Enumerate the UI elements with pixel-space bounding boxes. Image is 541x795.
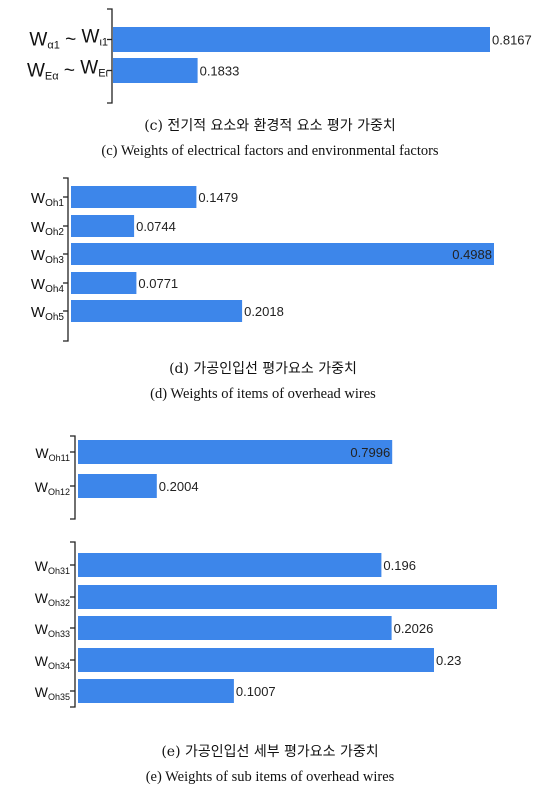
chart-e1-category-label: WOh11 xyxy=(35,445,70,463)
category-base: W xyxy=(31,247,46,264)
category-base: W xyxy=(31,304,46,321)
chart-d-value-label: 0.0744 xyxy=(136,219,176,234)
chart-d-category-label: WOh1 xyxy=(31,190,65,209)
chart-e1-category-label: WOh12 xyxy=(35,479,70,497)
category-base: ~ xyxy=(60,30,82,51)
category-base: W xyxy=(31,190,46,207)
category-subscript: Oh5 xyxy=(45,312,64,323)
category-subscript: Oh34 xyxy=(48,661,70,671)
category-subscript: Oh12 xyxy=(48,487,70,497)
chart-d-value-label: 0.0771 xyxy=(138,276,178,291)
chart-d-value-label: 0.1479 xyxy=(198,190,238,205)
chart-e2-bar xyxy=(78,585,497,609)
chart-e2-axis xyxy=(70,541,76,708)
category-base: W xyxy=(35,590,49,606)
chart-e2-bar xyxy=(78,616,392,640)
chart-e1-bar xyxy=(78,440,393,464)
category-subscript: Eα xyxy=(45,71,59,83)
category-base: W xyxy=(31,219,46,236)
chart-c-axis xyxy=(107,8,113,104)
chart-e1-bar xyxy=(78,474,157,498)
chart-e2-category-label: WOh35 xyxy=(35,684,70,702)
chart-c-bar xyxy=(113,27,490,52)
chart-d-overhead-wire-items: 0.1479WOh10.0744WOh20.4988WOh30.0771WOh4… xyxy=(31,177,494,342)
category-subscript: Oh1 xyxy=(45,198,64,209)
category-base: W xyxy=(29,30,47,51)
chart-d-axis xyxy=(63,177,69,342)
chart-e2-category-label: WOh31 xyxy=(35,558,70,576)
chart-e2-value-label: 0.1007 xyxy=(236,684,276,699)
chart-d-category-label: WOh5 xyxy=(31,304,65,323)
chart-e2-category-label: WOh33 xyxy=(35,621,70,639)
category-base: W xyxy=(35,445,49,461)
chart-d-category-label: WOh2 xyxy=(31,219,65,238)
chart-e2-bar xyxy=(78,679,234,703)
category-subscript: Oh2 xyxy=(45,227,64,238)
category-base: W xyxy=(35,558,49,574)
chart-d-category-label: WOh3 xyxy=(31,247,65,266)
category-subscript: Oh4 xyxy=(45,284,64,295)
chart-c-value-label: 0.8167 xyxy=(492,33,532,48)
category-base: W xyxy=(27,61,45,82)
chart-d-bar xyxy=(71,215,135,237)
category-subscript: Oh33 xyxy=(48,629,70,639)
category-subscript: ι1 xyxy=(99,37,108,49)
category-subscript: α1 xyxy=(47,40,59,52)
chart-e1-value-label: 0.2004 xyxy=(159,479,199,494)
chart-c-category-label: WEα ~ WEι xyxy=(27,58,109,83)
category-base: W xyxy=(35,684,49,700)
category-subscript: Oh3 xyxy=(45,255,64,266)
chart-d-bar xyxy=(71,243,494,265)
category-base: W xyxy=(35,479,49,495)
chart-d-bar xyxy=(71,272,137,294)
chart-e1-axis xyxy=(70,435,76,520)
caption-d-korean: (d) 가공인입선 평가요소 가중치 xyxy=(169,361,357,377)
chart-e2-bar xyxy=(78,648,434,672)
chart-d-category-label: WOh4 xyxy=(31,276,65,295)
caption-e-english: (e) Weights of sub items of overhead wir… xyxy=(146,769,395,785)
caption-c-english: (c) Weights of electrical factors and en… xyxy=(101,143,439,159)
category-subscript: Oh31 xyxy=(48,566,70,576)
chart-d-value-label: 0.2018 xyxy=(244,304,284,319)
chart-d-bar xyxy=(71,300,243,322)
category-base: W xyxy=(35,653,49,669)
chart-e2-value-label: 0.196 xyxy=(383,558,416,573)
chart-e2-category-label: WOh32 xyxy=(35,590,70,608)
chart-e2-category-label: WOh34 xyxy=(35,653,70,671)
category-base: W xyxy=(82,27,100,48)
chart-c-bar xyxy=(113,58,198,83)
chart-c-category-label: Wα1 ~ Wι1 xyxy=(29,27,108,52)
chart-d-bar xyxy=(71,186,197,208)
category-subscript: Oh35 xyxy=(48,692,70,702)
chart-e1-value-label: 0.7996 xyxy=(350,445,390,460)
chart-c-value-label: 0.1833 xyxy=(200,64,240,79)
category-subscript: Eι xyxy=(98,68,108,80)
category-base: W xyxy=(80,58,98,79)
chart-e2-bar xyxy=(78,553,382,577)
category-subscript: Oh11 xyxy=(49,453,70,463)
category-subscript: Oh32 xyxy=(48,598,70,608)
category-base: W xyxy=(35,621,49,637)
category-base: W xyxy=(31,276,46,293)
chart-e2-value-label: 0.23 xyxy=(436,653,461,668)
category-base: ~ xyxy=(59,61,81,82)
chart-d-value-label: 0.4988 xyxy=(452,247,492,262)
chart-e-lower-sub-items: 0.196WOh31WOh320.2026WOh330.23WOh340.100… xyxy=(35,541,497,708)
caption-c-korean: (c) 전기적 요소와 환경적 요소 평가 가중치 xyxy=(144,118,396,134)
caption-e-korean: (e) 가공인입선 세부 평가요소 가중치 xyxy=(161,744,378,760)
caption-d-english: (d) Weights of items of overhead wires xyxy=(150,386,376,402)
chart-e2-value-label: 0.2026 xyxy=(394,621,434,636)
